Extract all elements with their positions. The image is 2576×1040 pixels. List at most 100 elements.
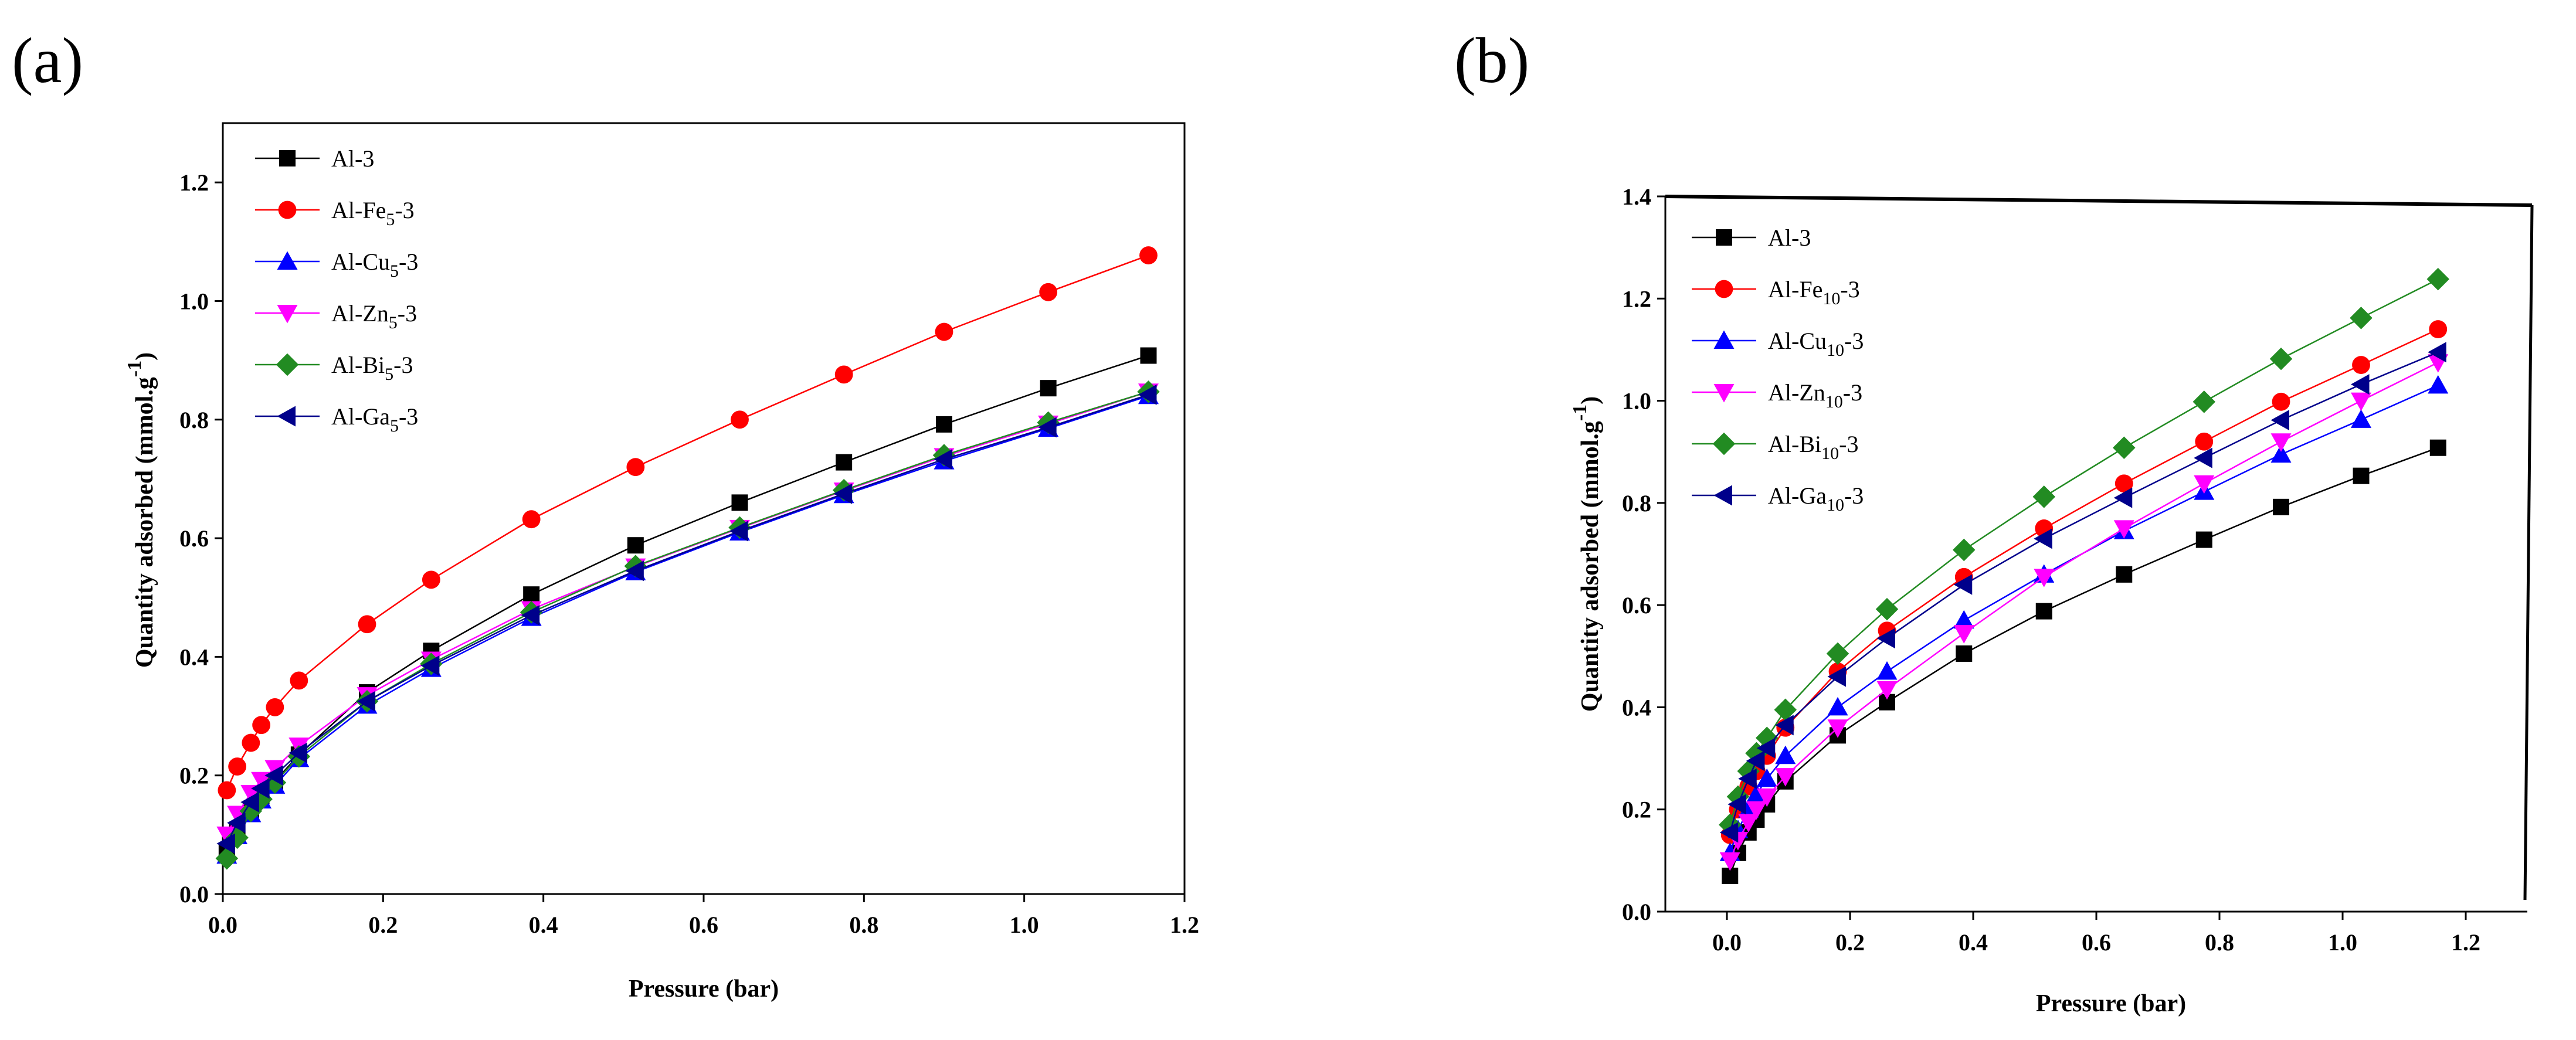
data-point-al-fe5-3 <box>242 733 260 752</box>
data-point-al-fe5-3 <box>834 365 853 384</box>
data-point-al-ga10-3 <box>2113 487 2133 508</box>
panel-a-y-axis-title: Quantity adsorbed (mmol.g-1) <box>124 352 158 668</box>
legend-marker <box>277 251 298 270</box>
legend-item-al-fe10-3: Al-Fe10-3 <box>1692 276 1860 308</box>
panel-a-label: (a) <box>12 25 83 96</box>
legend-marker <box>279 150 296 166</box>
legend-marker <box>1713 384 1735 403</box>
x-tick-label: 1.0 <box>2328 929 2357 956</box>
data-point-al-bi10-3 <box>2032 485 2055 508</box>
y-tick-label: 1.2 <box>179 169 209 196</box>
legend-item-al-cu10-3: Al-Cu10-3 <box>1692 328 1864 360</box>
panel-b-series <box>1719 267 2449 884</box>
panel-a: (a) 0.0 0.2 0.4 0.6 0.8 1.0 1.2 0.0 0.2 0.4 0.6 0.8… <box>12 25 1199 1002</box>
x-tick-label: 0.0 <box>208 912 237 938</box>
data-point-al-3 <box>523 586 540 603</box>
legend-label: Al-Zn10-3 <box>1768 379 1862 412</box>
data-point-al-ga10-3 <box>1727 794 1746 815</box>
panel-a-ticks: 0.0 0.2 0.4 0.6 0.8 1.0 1.2 0.0 0.2 0.4 0.6 0.8 1.0 1… <box>179 169 1199 938</box>
data-point-al-bi10-3 <box>2269 347 2293 371</box>
legend-label: Al-Zn5-3 <box>331 300 417 332</box>
data-point-al-3 <box>1956 645 1973 662</box>
y-tick-label: 0.8 <box>179 407 209 433</box>
data-point-al-ga10-3 <box>1876 628 1895 649</box>
legend-marker <box>278 200 297 219</box>
data-point-al-cu10-3 <box>1876 661 1898 680</box>
legend-marker <box>1716 229 1732 246</box>
data-point-al-fe5-3 <box>290 671 308 690</box>
data-point-al-bi10-3 <box>1774 698 1797 722</box>
data-point-al-ga5-3 <box>934 449 952 470</box>
data-point-al-fe5-3 <box>731 410 749 429</box>
y-tick-label: 1.2 <box>1622 286 1651 312</box>
data-point-al-cu10-3 <box>1756 768 1777 787</box>
data-point-al-zn10-3 <box>1738 814 1759 832</box>
data-point-al-zn10-3 <box>1876 681 1898 700</box>
y-tick-label: 1.0 <box>1622 388 1651 414</box>
data-point-al-fe5-3 <box>266 698 284 716</box>
legend-label: Al-Ga5-3 <box>331 403 418 436</box>
y-tick-label: 0.6 <box>179 525 209 552</box>
panel-b-y-axis-title: Quantity adsorbed (mmol.g-1) <box>1569 396 1604 712</box>
legend-label: Al-Bi10-3 <box>1768 431 1858 463</box>
data-point-al-fe5-3 <box>228 757 246 776</box>
series-al-cu5-3 <box>216 385 1159 864</box>
data-point-al-bi5-3 <box>215 847 239 870</box>
data-point-al-3 <box>2035 603 2052 620</box>
data-point-al-fe10-3 <box>2115 474 2133 493</box>
x-tick-label: 1.0 <box>1010 912 1039 938</box>
legend-marker <box>277 406 296 427</box>
data-point-al-bi10-3 <box>2426 267 2449 291</box>
series-al-3 <box>1722 439 2446 884</box>
data-point-al-ga5-3 <box>264 765 283 786</box>
data-point-al-zn10-3 <box>2034 569 2055 587</box>
data-point-al-ga5-3 <box>227 813 246 834</box>
x-tick-label: 0.8 <box>2205 929 2234 956</box>
data-point-al-ga5-3 <box>729 521 748 542</box>
x-tick-label: 0.2 <box>368 912 398 938</box>
data-point-al-ga5-3 <box>216 833 235 854</box>
legend-item-al-3: Al-3 <box>1692 225 1811 251</box>
data-point-al-3 <box>836 454 853 471</box>
panel-b-right-border <box>2523 205 2534 900</box>
legend-marker <box>1712 432 1736 456</box>
data-point-al-bi10-3 <box>2350 307 2373 329</box>
data-point-al-ga10-3 <box>1746 750 1765 771</box>
x-tick-label: 0.0 <box>1712 929 1742 956</box>
data-point-al-ga10-3 <box>2194 447 2212 468</box>
series-al-fe5-3 <box>218 246 1158 800</box>
legend-item-al-ga5-3: Al-Ga5-3 <box>255 403 418 436</box>
y-tick-label: 0.0 <box>179 881 209 908</box>
y-tick-label: 0.4 <box>1622 694 1651 720</box>
legend-item-al-bi5-3: Al-Bi5-3 <box>255 352 413 384</box>
data-point-al-zn10-3 <box>1827 719 1848 738</box>
legend-item-al-3: Al-3 <box>255 145 374 172</box>
data-point-al-fe5-3 <box>626 458 645 477</box>
panel-b: (b) 0.0 0.2 0.4 0.6 0.8 1.0 1.2 0.0 0.2 0.4 0.6 0.8… <box>1454 25 2534 1017</box>
data-point-al-ga5-3 <box>521 605 540 626</box>
legend-label: Al-Ga10-3 <box>1768 482 1864 515</box>
data-point-al-fe5-3 <box>522 510 541 529</box>
series-line-al-zn5-3 <box>226 391 1149 835</box>
data-point-al-ga5-3 <box>833 483 853 504</box>
data-point-al-ga5-3 <box>251 778 270 799</box>
panel-b-ticks: 0.0 0.2 0.4 0.6 0.8 1.0 1.2 0.0 0.2 0.4 0.6 0.8 1.0 1… <box>1622 183 2480 956</box>
legend-item-al-ga10-3: Al-Ga10-3 <box>1692 482 1864 515</box>
legend-label: Al-Cu10-3 <box>1768 328 1864 360</box>
data-point-al-ga5-3 <box>240 791 259 813</box>
data-point-al-cu10-3 <box>1827 696 1848 716</box>
series-line-al-3 <box>226 355 1149 853</box>
y-tick-label: 1.0 <box>179 288 209 314</box>
y-tick-label: 0.8 <box>1622 490 1651 516</box>
legend-label: Al-Fe10-3 <box>1768 276 1860 308</box>
data-point-al-fe5-3 <box>218 781 236 800</box>
y-tick-label: 0.2 <box>1622 797 1651 823</box>
data-point-al-fe10-3 <box>2195 432 2214 451</box>
y-tick-label: 0.6 <box>1622 592 1651 618</box>
data-point-al-zn10-3 <box>2270 433 2292 452</box>
x-tick-label: 0.6 <box>689 912 718 938</box>
data-point-al-3 <box>627 537 644 554</box>
series-al-zn5-3 <box>216 383 1159 845</box>
data-point-al-zn10-3 <box>1746 801 1767 820</box>
